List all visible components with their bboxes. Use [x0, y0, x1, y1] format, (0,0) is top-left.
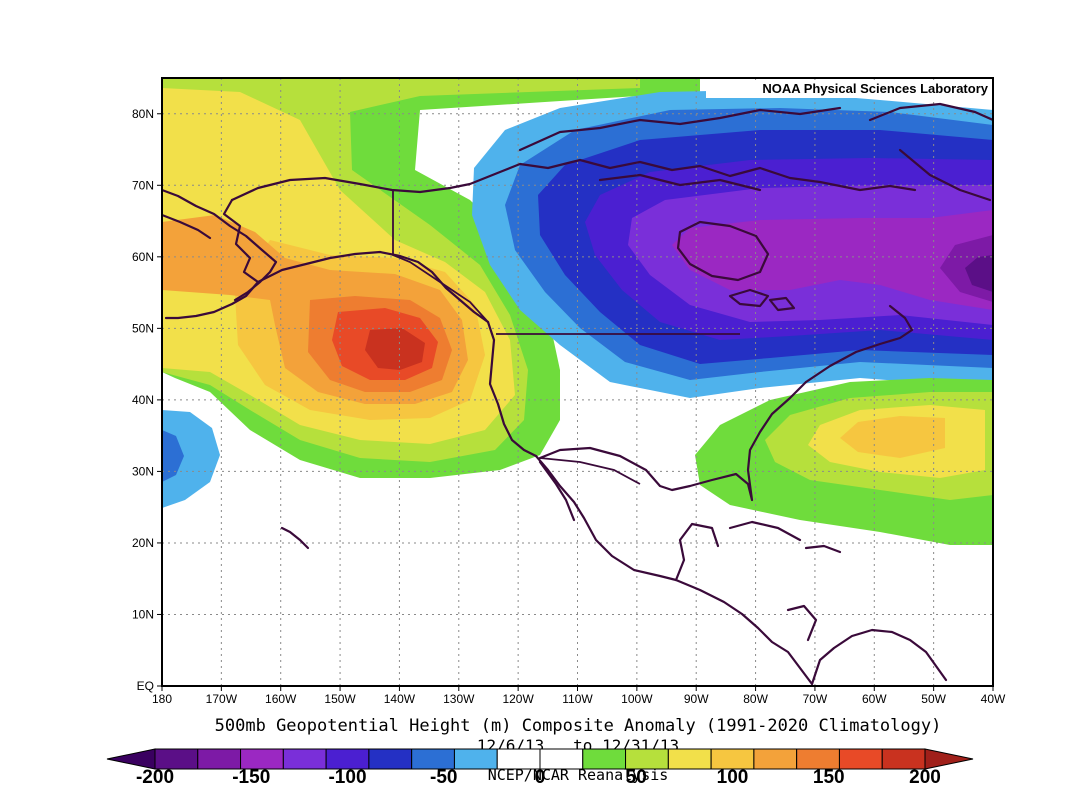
lon-label: 70W [803, 692, 828, 706]
lon-label: 130W [443, 692, 475, 706]
colorbar-swatch [796, 748, 840, 770]
colorbar-label: -100 [328, 767, 366, 788]
colorbar-swatch [411, 748, 455, 770]
colorbar-swatch [197, 748, 242, 770]
colorbar-label: 150 [813, 767, 845, 788]
lat-label: 50N [132, 321, 154, 335]
lon-label: 50W [921, 692, 946, 706]
lon-label: 170W [206, 692, 238, 706]
pacific-ridge-anomaly [162, 78, 700, 478]
colorbar-low-arrow [106, 748, 156, 770]
colorbar-swatch [282, 748, 327, 770]
coastlines [162, 102, 993, 686]
colorbar-swatch [240, 748, 284, 770]
colorbar: -200 -150 -100 -50 0 50 100 150 200 [106, 748, 974, 788]
colorbar-swatch [154, 748, 199, 770]
colorbar-swatch [753, 748, 798, 770]
figure-source: NCEP/NCAR Reanalysis [488, 766, 669, 784]
lon-label: 110W [562, 692, 593, 706]
colorbar-high-arrow [924, 748, 974, 770]
hawaii-trough-anomaly [162, 410, 220, 508]
figure-title: 500mb Geopotential Height (m) Composite … [215, 716, 942, 736]
colorbar-swatch [325, 748, 370, 770]
lon-label: 180 [152, 692, 172, 706]
lat-label: 70N [132, 178, 154, 192]
lat-label: 10N [132, 607, 154, 621]
colorbar-swatch [667, 748, 712, 770]
credit-label: NOAA Physical Sciences Laboratory [762, 81, 988, 96]
colorbar-swatch [710, 748, 755, 770]
colorbar-label: 200 [909, 767, 941, 788]
credit-box [706, 80, 990, 98]
colorbar-label: -50 [430, 767, 457, 788]
lon-label: 140W [384, 692, 416, 706]
longitude-labels: 180 170W 160W 150W 140W 130W 120W 110W 100W 90W 80… [152, 686, 1006, 706]
lat-label: 30N [132, 464, 154, 478]
lon-label: 90W [684, 692, 709, 706]
lat-label: 40N [132, 393, 154, 407]
lat-lon-gridlines [162, 78, 993, 686]
us-mexico-border [539, 457, 641, 485]
political-borders [392, 190, 740, 485]
colorbar-label: -150 [232, 767, 270, 788]
lon-label: 80W [743, 692, 768, 706]
colorbar-label: -200 [136, 767, 174, 788]
colorbar-label: 0 [535, 767, 546, 788]
lat-label: EQ [137, 679, 154, 693]
lon-label: 60W [862, 692, 887, 706]
lon-label: 160W [265, 692, 297, 706]
colorbar-label: 100 [717, 767, 749, 788]
lat-label: 60N [132, 250, 154, 264]
colorbar-label: 50 [626, 767, 647, 788]
lon-label: 40W [981, 692, 1006, 706]
lon-label: 100W [621, 692, 653, 706]
colorbar-swatch [881, 748, 926, 770]
lon-label: 120W [502, 692, 534, 706]
lon-label: 150W [324, 692, 356, 706]
colorbar-swatch [838, 748, 883, 770]
lat-label: 80N [132, 107, 154, 121]
atlantic-ridge-anomaly [695, 378, 993, 545]
lat-label: 20N [132, 536, 154, 550]
latitude-labels: 80N 70N 60N 50N 40N 30N 20N 10N EQ [132, 107, 162, 693]
colorbar-swatch [368, 748, 413, 770]
alaska-canada-border [392, 190, 489, 323]
